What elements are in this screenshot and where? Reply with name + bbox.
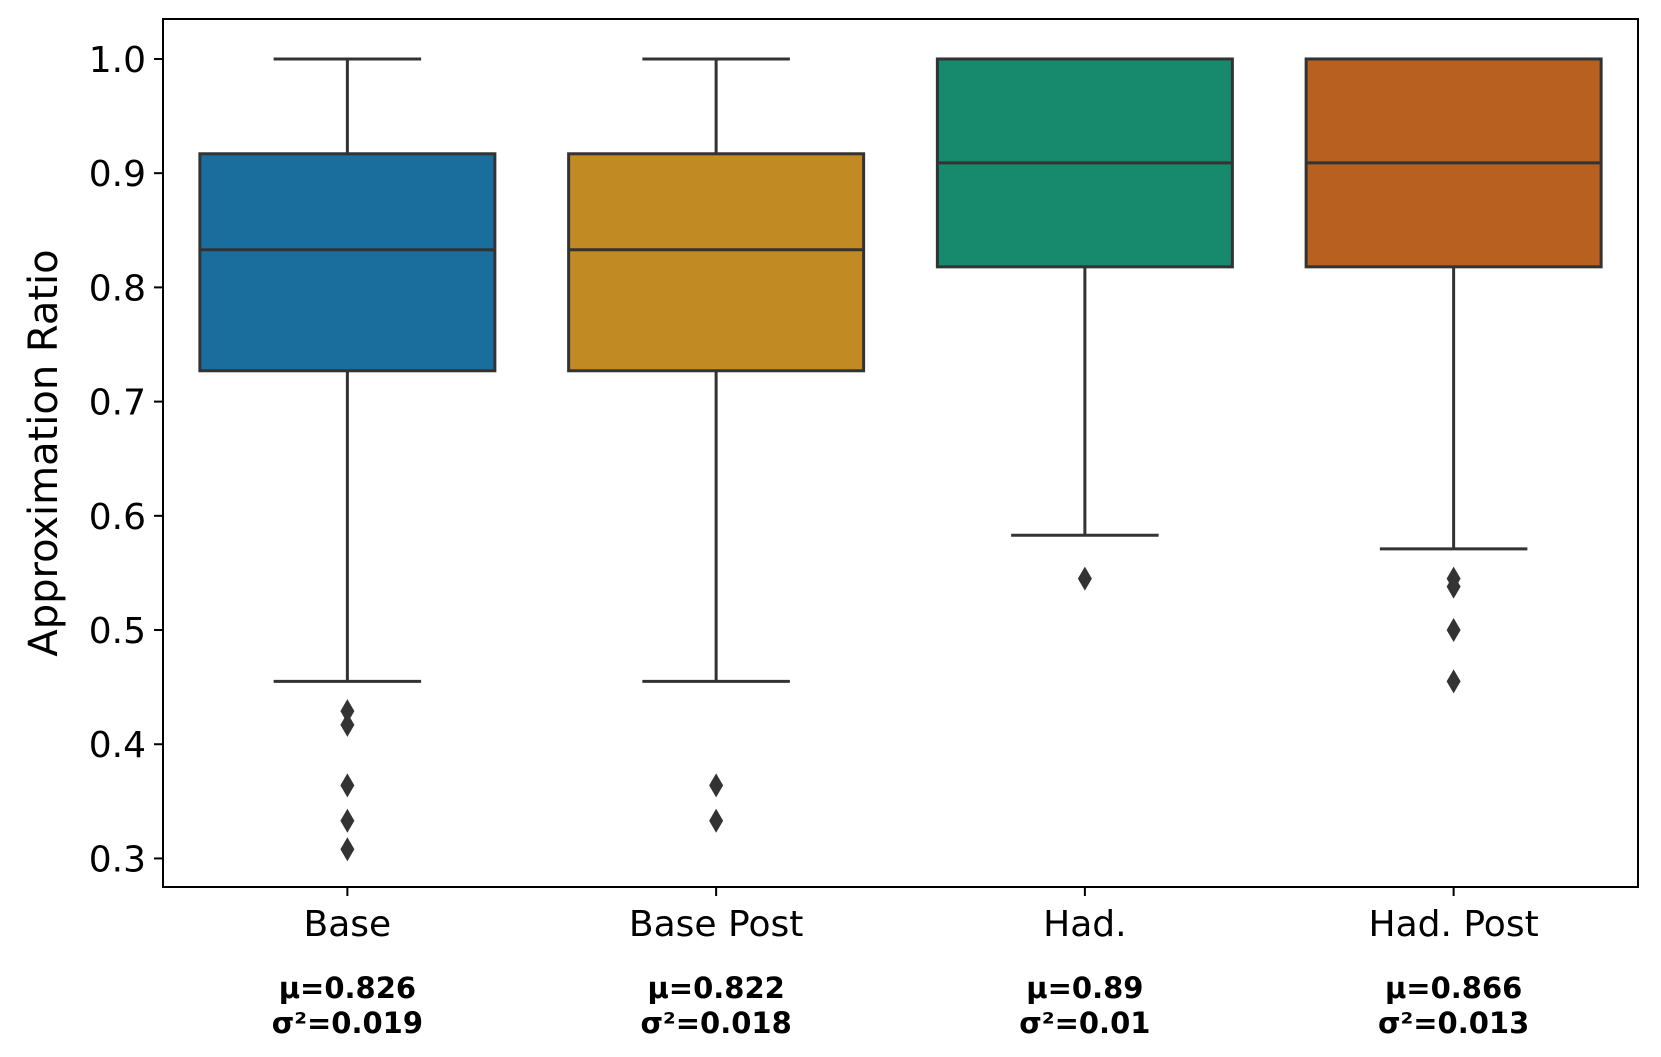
x-tick-label: Base (304, 904, 392, 945)
y-tick-label: 0.6 (89, 497, 146, 538)
mean-label: μ=0.822 (647, 971, 784, 1005)
box-0 (198, 152, 497, 373)
x-tick-label: Base Post (629, 904, 803, 945)
variance-label: σ²=0.019 (272, 1006, 423, 1040)
x-tick-label: Had. (1043, 904, 1126, 945)
outlier-point (340, 712, 355, 737)
y-tick-label: 0.5 (89, 611, 146, 652)
outlier-point (340, 808, 355, 833)
y-axis-label: Approximation Ratio (21, 249, 67, 656)
outlier-point (1446, 574, 1461, 599)
mean-label: μ=0.866 (1385, 971, 1522, 1005)
outlier-point (340, 699, 355, 724)
outlier-point (1446, 669, 1461, 694)
y-tick-label: 0.4 (89, 725, 146, 766)
chart-marks: 0.30.40.50.60.70.80.91.0Baseμ=0.826σ²=0.… (89, 40, 1603, 1040)
x-tick-label: Had. Post (1369, 904, 1539, 945)
y-tick-label: 0.9 (89, 154, 146, 195)
outlier-point (1077, 566, 1092, 591)
variance-label: σ²=0.013 (1378, 1006, 1529, 1040)
mean-label: μ=0.826 (279, 971, 416, 1005)
y-tick-label: 0.3 (89, 839, 146, 880)
mean-label: μ=0.89 (1026, 971, 1143, 1005)
variance-label: σ²=0.018 (640, 1006, 791, 1040)
outlier-point (709, 773, 724, 798)
outlier-point (340, 773, 355, 798)
outlier-point (1446, 618, 1461, 643)
variance-label: σ²=0.01 (1019, 1006, 1150, 1040)
y-tick-label: 1.0 (89, 40, 146, 81)
box-1 (567, 152, 866, 373)
y-tick-label: 0.8 (89, 268, 146, 309)
y-tick-label: 0.7 (89, 383, 146, 424)
outlier-point (340, 837, 355, 862)
outlier-point (709, 808, 724, 833)
